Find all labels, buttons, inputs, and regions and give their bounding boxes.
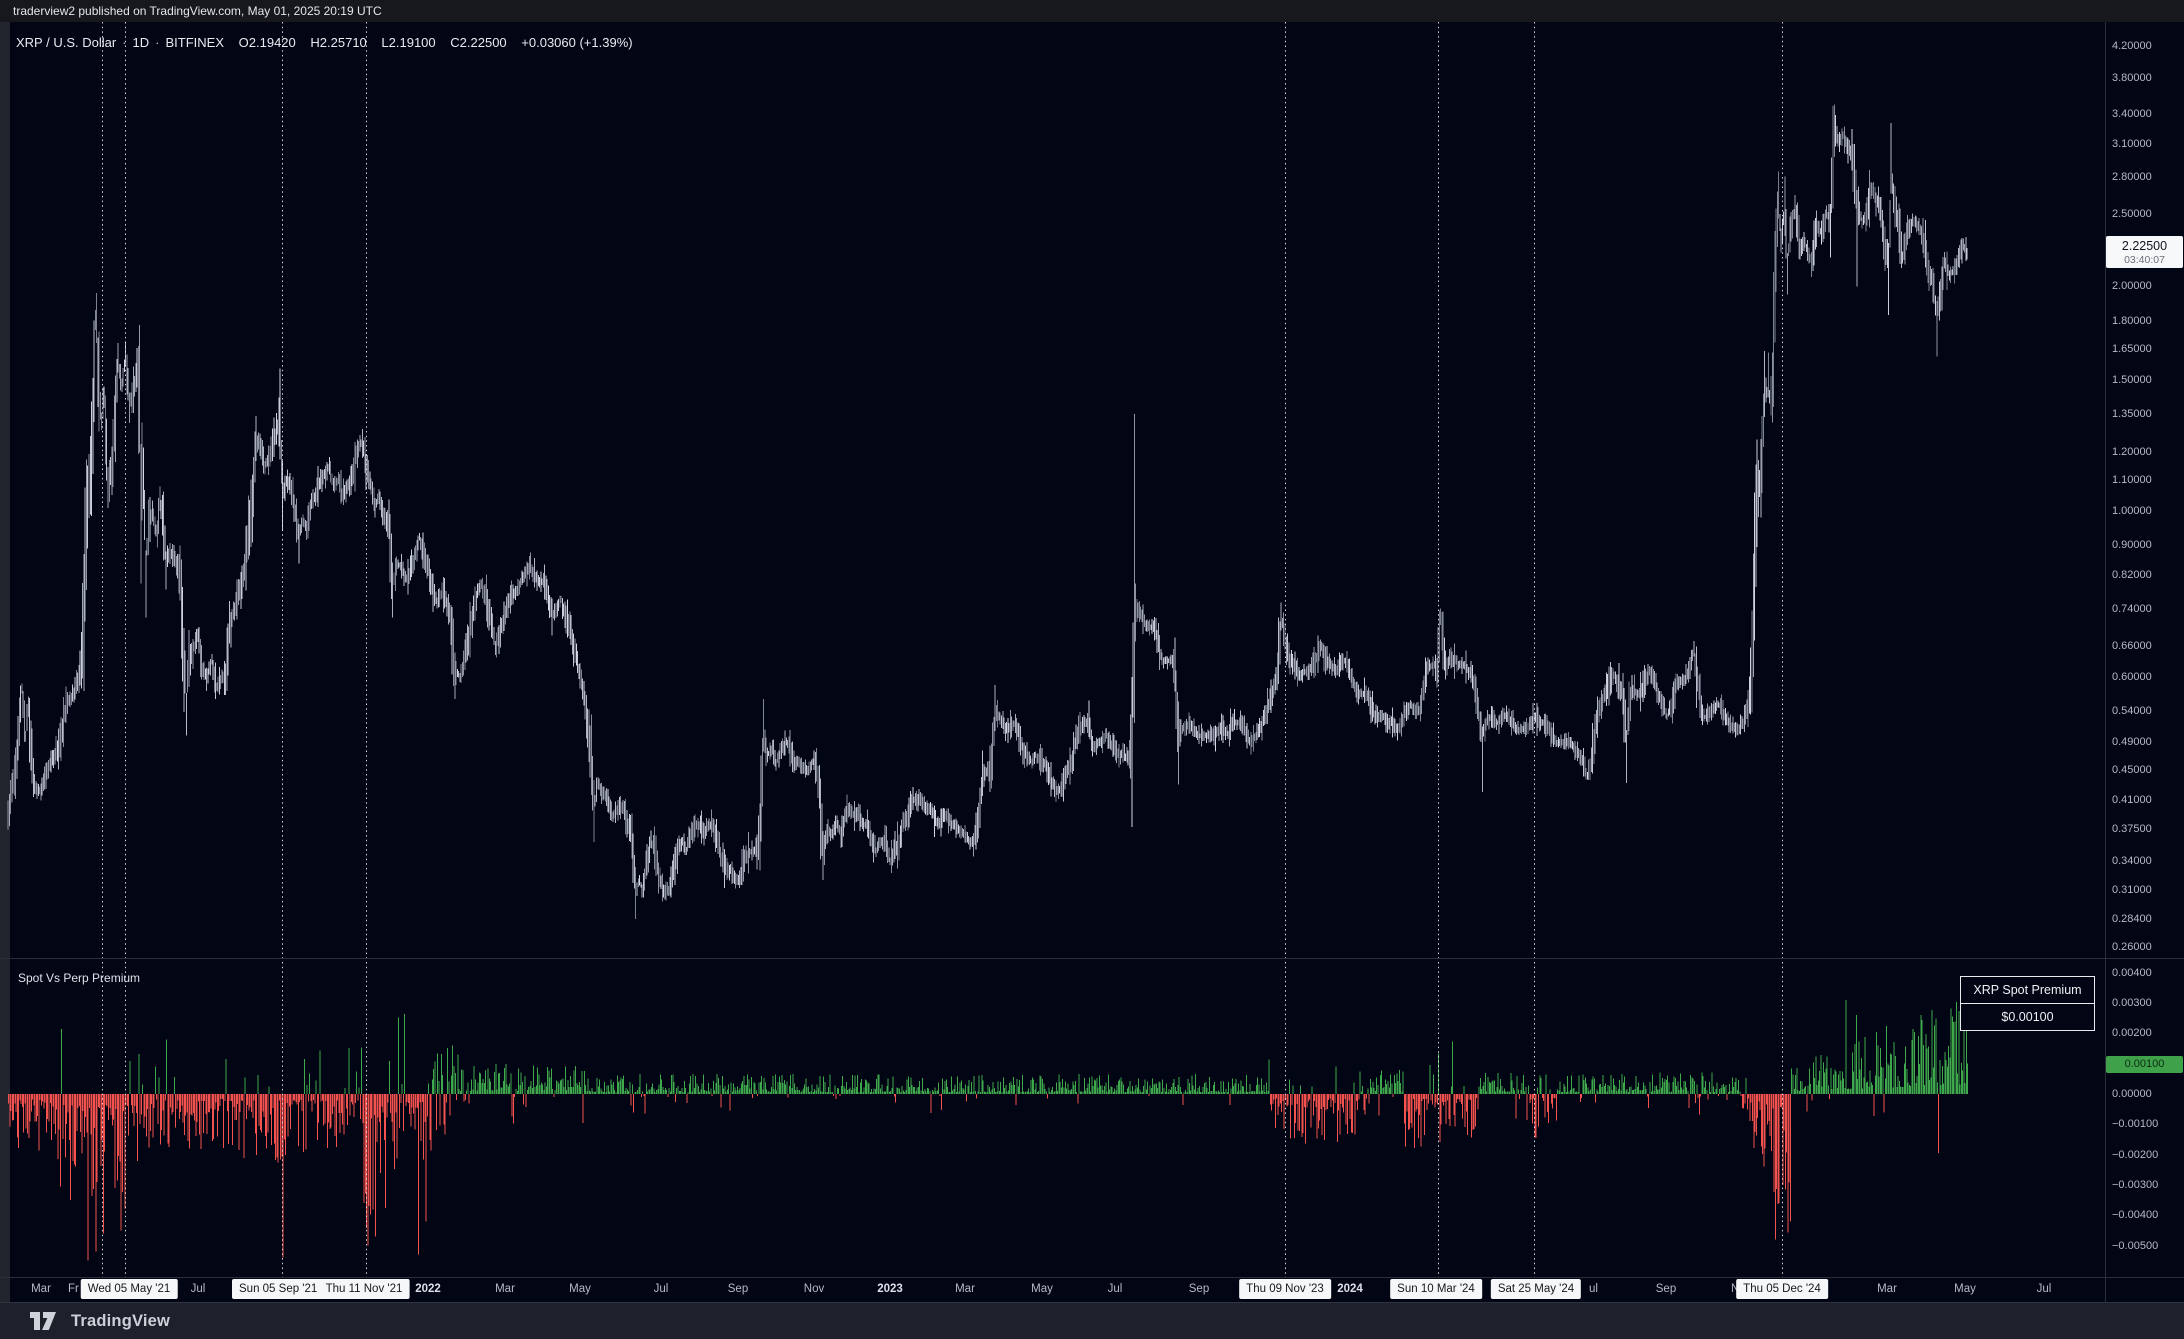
time-axis-month-label: May [569, 1283, 591, 1295]
price-axis-label: 1.80000 [2112, 315, 2152, 327]
price-axis-label: 0.45000 [2112, 764, 2152, 776]
event-date-label: Wed 05 May '21 [80, 1279, 178, 1299]
symbol-title-row[interactable]: XRP / U.S. Dollar · 1D · BITFINEX O2.19420 H… [16, 35, 633, 50]
premium-axis-label: −0.00500 [2112, 1240, 2159, 1252]
price-axis-label: 0.66000 [2112, 640, 2152, 652]
premium-histogram [8, 1000, 1969, 1261]
price-axis-label: 3.10000 [2112, 138, 2152, 150]
premium-axis-label: 0.00400 [2112, 967, 2152, 979]
price-axis-label: 0.54000 [2112, 705, 2152, 717]
event-date-label: Sun 10 Mar '24 [1390, 1279, 1482, 1299]
left-edge-strip [0, 22, 10, 1302]
time-axis-month-label: Sep [727, 1283, 749, 1295]
premium-axis-label: −0.00200 [2112, 1149, 2159, 1161]
separator-dot: · [155, 35, 160, 50]
price-axis-label: 0.90000 [2112, 539, 2152, 551]
price-axis-label: 0.49000 [2112, 736, 2152, 748]
price-axis-label: 1.10000 [2112, 474, 2152, 486]
indicator-title[interactable]: Spot Vs Perp Premium [18, 971, 141, 985]
change-value: +0.03060 (+1.39%) [521, 35, 633, 50]
last-price-tag: 2.22500 03:40:07 [2106, 236, 2183, 268]
price-axis-label: 0.74000 [2112, 603, 2152, 615]
price-axis-label: 0.31000 [2112, 884, 2152, 896]
premium-axis-label: −0.00300 [2112, 1179, 2159, 1191]
price-axis-label: 0.26000 [2112, 941, 2152, 953]
price-axis-label: 1.65000 [2112, 343, 2152, 355]
time-axis-month-label: Mar [495, 1283, 515, 1295]
exchange-label: BITFINEX [165, 35, 225, 50]
ohlc-high: H2.25710 [310, 35, 367, 50]
price-axis-label: 1.00000 [2112, 505, 2152, 517]
publish-info-bar: traderview2 published on TradingView.com… [0, 0, 2184, 22]
indicator-legend-box: XRP Spot Premium $0.00100 [1960, 976, 2095, 1031]
time-axis-label-fragment: ul [1589, 1283, 1598, 1295]
price-axis-label: 0.34000 [2112, 855, 2152, 867]
price-axis-label: 1.20000 [2112, 446, 2152, 458]
price-bars [7, 104, 1968, 920]
time-axis-month-label: Jul [2036, 1283, 2052, 1295]
time-axis-month-label: May [1954, 1283, 1976, 1295]
price-axis-label: 0.82000 [2112, 569, 2152, 581]
indicator-legend-value: $0.00100 [2001, 1010, 2054, 1024]
event-date-label: Sun 05 Sep '21 [232, 1279, 322, 1299]
event-date-label: Thu 05 Dec '24 [1736, 1279, 1828, 1299]
price-axis-label: 1.35000 [2112, 408, 2152, 420]
price-axis-label: 1.50000 [2112, 374, 2152, 386]
interval-label[interactable]: 1D [132, 35, 150, 50]
last-price-value: 2.22500 [2121, 239, 2168, 253]
event-date-label: Sat 25 May '24 [1490, 1279, 1582, 1299]
time-axis-month-label: Mar [1877, 1283, 1897, 1295]
time-axis-year-label: 2024 [1337, 1283, 1363, 1295]
price-axis-label: 2.80000 [2112, 171, 2152, 183]
price-axis-label: 0.41000 [2112, 794, 2152, 806]
price-axis-label: 0.60000 [2112, 671, 2152, 683]
premium-axis-label: 0.00000 [2112, 1088, 2152, 1100]
time-axis-month-label: Sep [1655, 1283, 1677, 1295]
time-axis-month-label: Jul [1107, 1283, 1123, 1295]
publish-info-text: traderview2 published on TradingView.com… [13, 4, 382, 18]
price-axis-label: 0.37500 [2112, 823, 2152, 835]
time-axis[interactable]: Mar Jul 2022 Mar May Jul Sep Nov 2023 Mar May Jul Se… [0, 1277, 2184, 1302]
time-axis-month-label: Jul [653, 1283, 669, 1295]
price-axis-label: 2.00000 [2112, 280, 2152, 292]
premium-axis-label: −0.00400 [2112, 1209, 2159, 1221]
separator-dot: · [122, 35, 127, 50]
price-axis-label: 2.50000 [2112, 208, 2152, 220]
event-date-label: Thu 09 Nov '23 [1239, 1279, 1331, 1299]
time-axis-month-label: Mar [31, 1283, 51, 1295]
price-axis-label: 3.80000 [2112, 72, 2152, 84]
event-date-label: Thu 11 Nov '21 [318, 1279, 410, 1299]
time-axis-label-fragment: Fr [68, 1283, 79, 1295]
premium-axis-label: 0.00300 [2112, 997, 2152, 1009]
indicator-legend-title: XRP Spot Premium [1961, 977, 2094, 1004]
ohlc-open: O2.19420 [238, 35, 296, 50]
time-axis-month-label: Nov [803, 1283, 825, 1295]
time-axis-year-label: 2022 [415, 1283, 441, 1295]
time-axis-label-fragment: N [1731, 1283, 1740, 1295]
price-axis-label: 0.28400 [2112, 913, 2152, 925]
ohlc-close: C2.22500 [450, 35, 507, 50]
symbol-name[interactable]: XRP / U.S. Dollar [16, 35, 117, 50]
premium-axis-label: 0.00200 [2112, 1027, 2152, 1039]
tradingview-logo-icon [30, 1312, 56, 1330]
time-axis-year-label: 2023 [877, 1283, 903, 1295]
premium-axis-label: −0.00100 [2112, 1118, 2159, 1130]
price-axis-label: 3.40000 [2112, 108, 2152, 120]
footer-bar: TradingView [0, 1302, 2184, 1339]
bar-countdown: 03:40:07 [2124, 254, 2165, 266]
event-marker-lines [102, 22, 1783, 1277]
time-axis-month-label: Jul [190, 1283, 206, 1295]
premium-value-tag: 0.00100 [2106, 1056, 2183, 1073]
time-axis-month-label: Mar [955, 1283, 975, 1295]
time-axis-month-label: Sep [1188, 1283, 1210, 1295]
ohlc-low: L2.19100 [381, 35, 436, 50]
price-axis-label: 4.20000 [2112, 40, 2152, 52]
tradingview-brand-text: TradingView [71, 1311, 171, 1330]
time-axis-month-label: May [1031, 1283, 1053, 1295]
